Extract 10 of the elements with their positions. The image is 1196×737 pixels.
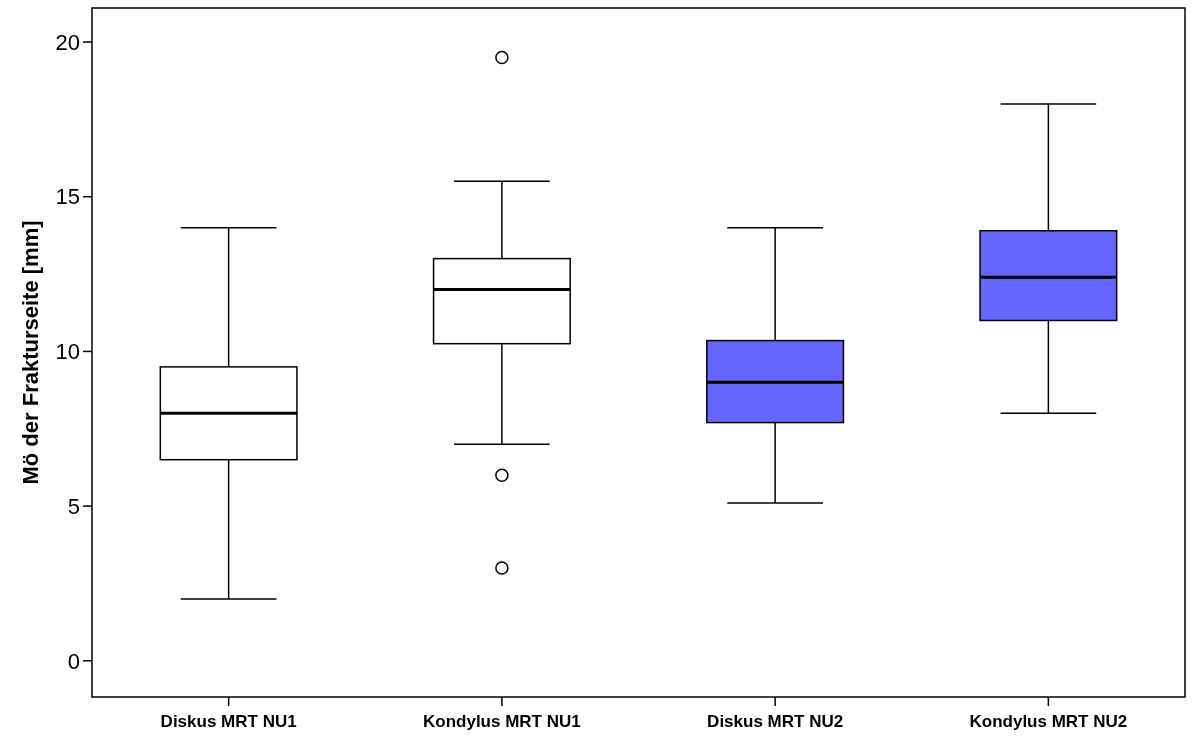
y-tick-label: 15	[55, 184, 80, 210]
x-tick-label: Diskus MRT NU2	[707, 712, 844, 731]
y-axis-title: Mö der Frakturseite [mm]	[18, 220, 43, 485]
y-tick-label: 20	[55, 29, 80, 55]
y-tick-label: 10	[55, 339, 80, 365]
y-tick-label: 0	[67, 648, 80, 674]
x-tick-label: Kondylus MRT NU1	[423, 712, 581, 731]
x-tick-label: Kondylus MRT NU2	[969, 712, 1128, 731]
x-tick-label: Diskus MRT NU1	[160, 712, 297, 731]
y-tick-label: 5	[67, 493, 80, 519]
